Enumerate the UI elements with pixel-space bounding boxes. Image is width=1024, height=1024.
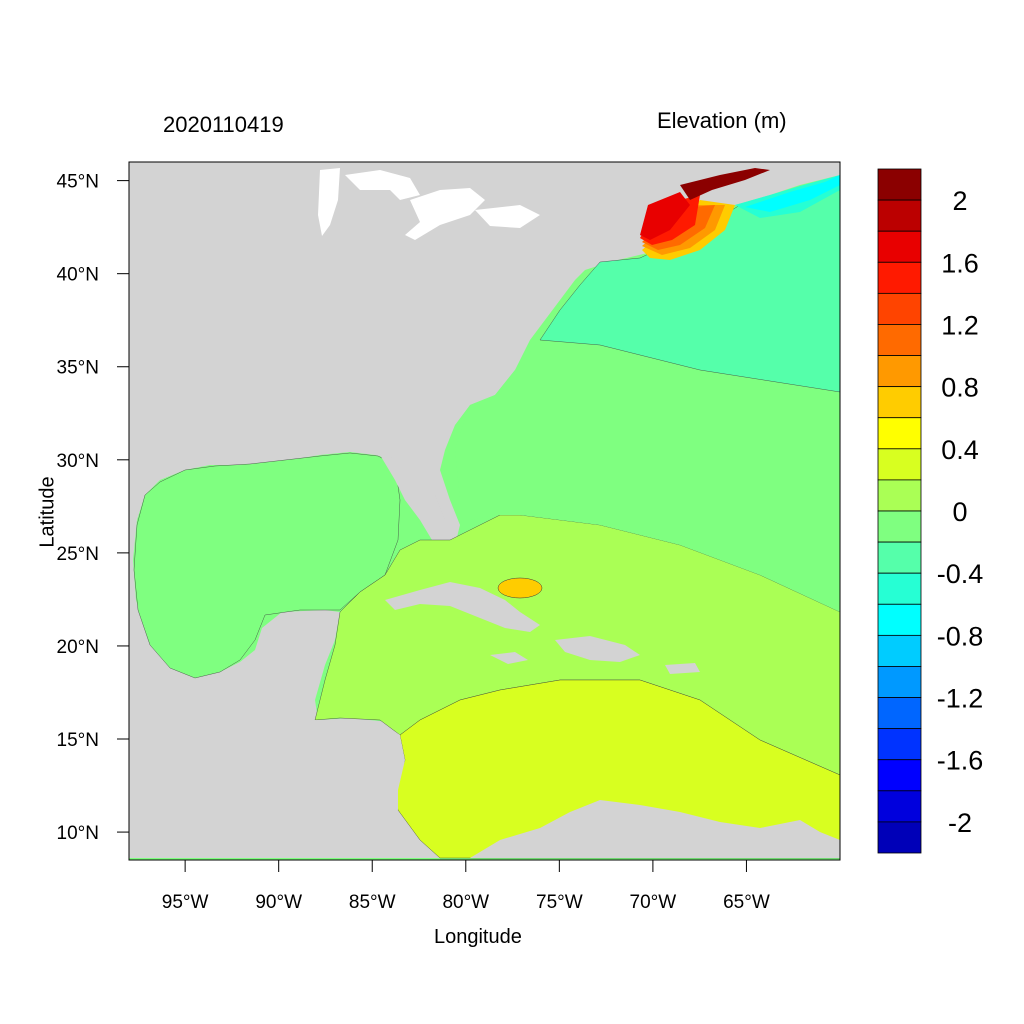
land-central-america <box>129 690 405 810</box>
variable-label: Elevation (m) <box>657 108 787 133</box>
x-tick-label: 65°W <box>723 892 770 913</box>
land-north-america <box>129 162 840 858</box>
colorbar-cell <box>877 386 922 419</box>
bahamas-surge <box>497 577 543 599</box>
land-puerto-rico <box>665 663 700 674</box>
great-lakes <box>318 168 540 240</box>
colorbar-label: 0 <box>952 497 967 527</box>
y-tick-label: 15°N <box>57 730 99 751</box>
surge-level-max <box>680 168 770 200</box>
y-tick-label: 35°N <box>57 358 99 379</box>
x-axis-label: Longitude <box>434 926 522 948</box>
colorbar-label: 0.8 <box>941 373 979 403</box>
y-tick-label: 20°N <box>57 637 99 658</box>
colorbar-label: -1.6 <box>937 746 984 776</box>
plot-frame <box>128 161 841 861</box>
colorbar-cell <box>877 417 922 450</box>
colorbar-labels: 2 1.6 1.2 0.8 0.4 0 -0.4 -0.8 -1.2 -1.6 -2 <box>937 186 984 838</box>
x-tick-label: 90°W <box>255 892 302 913</box>
colorbar-cell <box>877 603 922 636</box>
colorbar-cell <box>877 199 922 232</box>
y-tick-label: 25°N <box>57 544 99 565</box>
colorbar-cell <box>877 541 922 574</box>
colorbar-cell <box>877 759 922 792</box>
atlantic-middle <box>455 340 840 612</box>
y-tick-label: 40°N <box>57 265 99 286</box>
x-tick-label: 80°W <box>442 892 489 913</box>
y-axis-ticks: 45°N 40°N 35°N 30°N 25°N 20°N 15°N 10°N <box>57 172 129 844</box>
y-tick-label: 30°N <box>57 451 99 472</box>
colorbar-cell <box>877 292 922 325</box>
land-cuba <box>385 582 540 632</box>
colorbar-cell <box>877 697 922 730</box>
colorbar-cell <box>877 355 922 388</box>
colorbar-cell <box>877 324 922 356</box>
colorbar-label: -0.4 <box>937 559 984 589</box>
x-tick-label: 75°W <box>536 892 583 913</box>
colorbar-cell <box>877 510 922 543</box>
surge-level-20 <box>640 192 690 240</box>
colorbar-cell <box>877 634 922 667</box>
colorbar-cell <box>877 790 922 823</box>
y-tick-label: 45°N <box>57 172 99 193</box>
colorbar-cell <box>877 572 922 605</box>
land-jamaica <box>490 652 528 664</box>
colorbar-label: -2 <box>948 808 972 838</box>
y-tick-label: 10°N <box>57 823 99 844</box>
colorbar-label: -1.2 <box>937 684 984 714</box>
colorbar-cell <box>877 821 922 854</box>
colorbar-label: 1.6 <box>941 248 979 278</box>
colorbar-label: 1.2 <box>941 310 979 340</box>
colorbar-cell <box>877 168 922 201</box>
date-label: 2020110419 <box>163 112 284 137</box>
colorbar-cell <box>877 666 922 698</box>
map-plot-area <box>129 162 840 860</box>
x-tick-label: 95°W <box>162 892 209 913</box>
colorbar-cell <box>877 448 922 481</box>
colorbar-cell <box>877 728 922 761</box>
colorbar-label: 0.4 <box>941 435 979 465</box>
colorbar-cell <box>877 261 922 294</box>
land-south-america <box>470 800 840 858</box>
land-hispaniola <box>555 636 640 662</box>
colorbar-cell <box>877 479 922 512</box>
x-tick-label: 70°W <box>630 892 677 913</box>
colorbar <box>877 168 922 854</box>
gulf-of-maine-aqua <box>745 175 840 212</box>
x-tick-label: 85°W <box>349 892 396 913</box>
colorbar-label: 2 <box>952 186 967 216</box>
x-axis-ticks: 95°W 90°W 85°W 80°W 75°W 70°W 65°W <box>162 860 770 913</box>
land-florida <box>380 455 450 548</box>
colorbar-cell <box>877 230 922 263</box>
colorbar-label: -0.8 <box>937 621 984 651</box>
